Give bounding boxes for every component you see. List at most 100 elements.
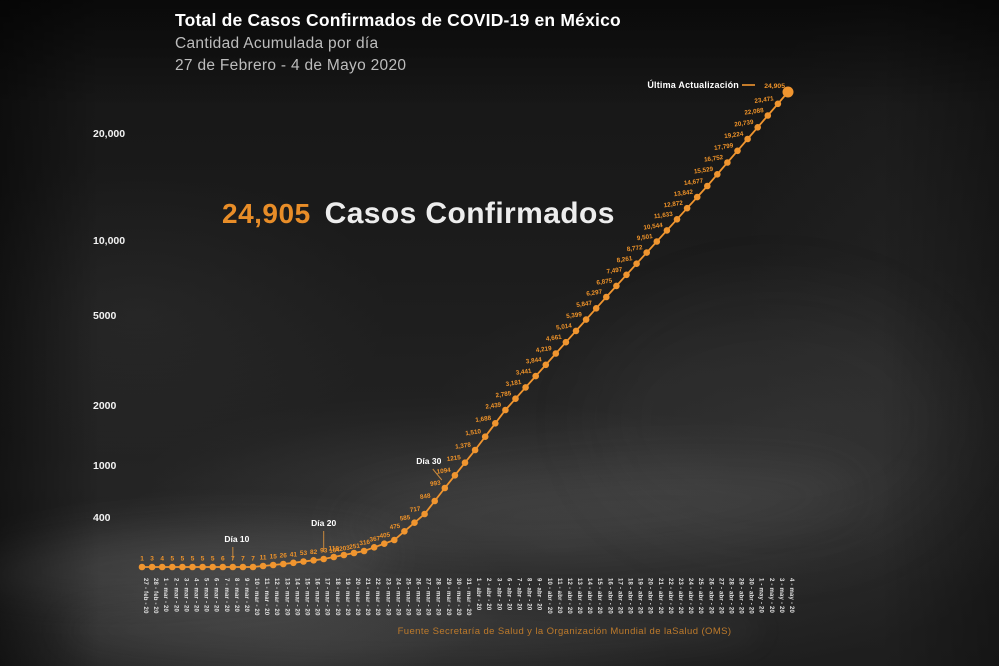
case-curve-line (142, 91, 789, 568)
data-point (522, 384, 529, 391)
data-point (724, 159, 731, 166)
x-axis-date-label: 10 - abr - 20 (546, 578, 552, 614)
point-value-label: 11 (260, 555, 267, 562)
x-axis-date-label: 27 - feb - 20 (142, 578, 148, 614)
point-value-label: 7,497 (606, 266, 623, 275)
x-axis-date-label: 19 - mar - 20 (344, 578, 350, 616)
point-value-label: 717 (409, 505, 421, 513)
data-point (320, 555, 328, 563)
data-point (199, 563, 206, 571)
x-axis-date-label: 1 - abr - 20 (475, 578, 481, 611)
point-value-label: 1094 (436, 467, 451, 476)
x-axis-date-label: 4 - may - 20 (788, 578, 794, 614)
point-value-label: 1215 (446, 454, 461, 463)
x-axis-date-label: 15 - abr - 20 (596, 578, 602, 614)
point-value-label: 367 (369, 535, 381, 543)
data-point (502, 406, 509, 414)
data-point (401, 528, 408, 535)
data-point (239, 563, 247, 571)
point-value-label: 15 (270, 554, 278, 561)
point-value-label: 20,739 (734, 119, 755, 129)
x-axis-date-label: 25 - abr - 20 (697, 578, 703, 614)
point-value-label: 7 (241, 556, 245, 563)
data-point (441, 484, 449, 492)
data-point (532, 372, 539, 380)
x-axis-date-label: 18 - abr - 20 (627, 578, 633, 614)
point-value-label: 53 (300, 550, 308, 557)
x-axis-date-label: 16 - mar - 20 (314, 578, 320, 616)
point-value-label: 203 (339, 544, 351, 552)
data-point (492, 420, 499, 427)
point-value-label: 316 (359, 539, 371, 547)
x-axis-date-label: 19 - abr - 20 (637, 578, 643, 614)
x-axis-date-label: 11 - mar - 20 (263, 578, 269, 616)
y-axis-tick-label: 5000 (93, 310, 117, 322)
data-point (391, 536, 398, 544)
data-point (704, 182, 711, 190)
data-point (370, 544, 378, 551)
point-value-label: 3,441 (515, 368, 532, 377)
headline-total-value: 24,905 (222, 198, 311, 229)
point-value-label: 585 (399, 514, 411, 522)
data-point (461, 459, 469, 467)
x-axis-date-label: 6 - mar - 20 (213, 578, 219, 613)
data-point (734, 147, 741, 155)
point-value-label: 15,529 (694, 166, 715, 176)
x-axis-date-label: 22 - abr - 20 (667, 578, 673, 614)
y-axis-tick-label: 10,000 (93, 235, 125, 247)
data-point (754, 124, 761, 131)
last-value-label: 24,905 (764, 83, 785, 90)
data-point (552, 350, 560, 357)
data-point (381, 540, 388, 547)
x-axis-date-label: 22 - mar - 20 (374, 578, 380, 616)
point-value-label: 164 (329, 546, 341, 554)
date-range: 27 de Febrero - 4 de Mayo 2020 (175, 57, 407, 74)
x-axis-date-label: 20 - abr - 20 (647, 578, 653, 614)
x-axis-date-label: 6 - abr - 20 (505, 578, 511, 611)
x-axis-date-label: 2 - may - 20 (768, 578, 774, 614)
data-point (229, 563, 237, 571)
x-axis-date-label: 28 - feb - 20 (152, 578, 158, 614)
source-footer: Fuente Secretaría de Salud y la Organiza… (397, 626, 732, 637)
data-point (421, 510, 428, 518)
y-axis-tick-label: 1000 (93, 460, 117, 472)
y-axis-tick-label: 2000 (93, 400, 117, 412)
point-value-label: 7 (251, 556, 255, 563)
point-value-label: 993 (430, 479, 442, 487)
point-value-label: 1 (140, 556, 144, 563)
x-axis-date-label: 20 - mar - 20 (354, 578, 360, 616)
point-value-label: 6,875 (596, 277, 613, 286)
data-point (451, 472, 459, 479)
point-value-label: 14,677 (684, 177, 705, 187)
point-value-label: 6 (221, 556, 225, 563)
data-point (633, 260, 640, 268)
data-point (269, 561, 277, 569)
data-point (592, 305, 600, 312)
point-value-label: 118 (329, 546, 340, 553)
x-axis-date-label: 2 - abr - 20 (485, 578, 491, 611)
x-axis-date-label: 30 - mar - 20 (455, 578, 461, 616)
x-axis-date-label: 13 - mar - 20 (283, 578, 289, 616)
data-point (189, 563, 196, 571)
data-point (572, 327, 580, 335)
data-point (179, 563, 186, 571)
point-value-label: 22,088 (744, 107, 765, 117)
x-axis-date-label: 9 - abr - 20 (536, 578, 542, 611)
point-value-label: 1,378 (455, 441, 472, 450)
data-point (603, 293, 610, 301)
x-axis-date-label: 14 - abr - 20 (586, 578, 592, 614)
data-point (350, 549, 358, 557)
x-axis-date-label: 4 - mar - 20 (193, 578, 199, 613)
point-value-label: 12,872 (663, 200, 684, 210)
data-point (330, 553, 338, 561)
x-axis-date-label: 30 - abr - 20 (748, 578, 754, 614)
data-point (643, 249, 650, 256)
x-axis-date-label: 8 - mar - 20 (233, 578, 239, 613)
x-axis-date-label: 28 - abr - 20 (727, 578, 733, 614)
data-point (209, 563, 216, 571)
x-axis-date-label: 27 - abr - 20 (717, 578, 723, 614)
x-axis-date-label: 12 - mar - 20 (273, 578, 279, 616)
